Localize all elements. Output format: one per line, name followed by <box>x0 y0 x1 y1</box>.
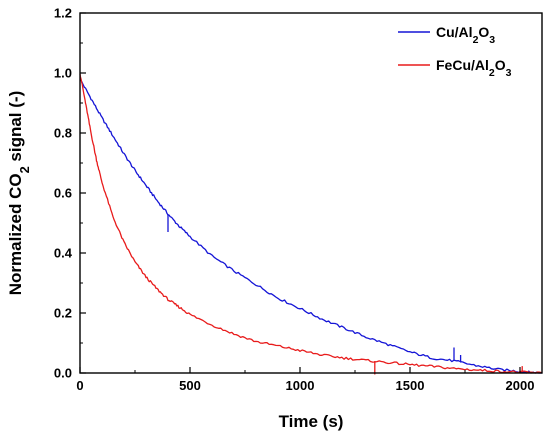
x-tick-label: 500 <box>179 378 201 393</box>
y-tick-label: 1.2 <box>54 6 72 21</box>
series-line-0 <box>79 79 542 374</box>
y-axis-ticks: 0.0 0.2 0.4 0.6 0.8 1.0 1.2 <box>54 6 86 381</box>
series-layer <box>79 73 543 374</box>
series-line-1 <box>79 73 543 374</box>
y-tick-label: 0.8 <box>54 126 72 141</box>
y-tick-label: 0.6 <box>54 186 72 201</box>
y-tick-label: 1.0 <box>54 66 72 81</box>
x-tick-label: 1500 <box>396 378 425 393</box>
x-tick-label: 1000 <box>286 378 315 393</box>
x-axis-ticks: 0 500 1000 1500 2000 <box>76 367 534 393</box>
y-tick-label: 0.2 <box>54 306 72 321</box>
legend-label-1: FeCu/Al2O3 <box>436 57 512 79</box>
spike-layer <box>167 214 523 375</box>
legend: Cu/Al2O3 FeCu/Al2O3 <box>398 24 512 79</box>
legend-label-0: Cu/Al2O3 <box>436 24 495 46</box>
y-axis-title: Normalized CO2 signal (-) <box>6 91 32 296</box>
y-tick-label: 0.4 <box>54 246 73 261</box>
y-tick-label: 0.0 <box>54 366 72 381</box>
x-axis-title: Time (s) <box>279 412 344 431</box>
x-tick-label: 0 <box>76 378 83 393</box>
x-tick-label: 2000 <box>506 378 535 393</box>
